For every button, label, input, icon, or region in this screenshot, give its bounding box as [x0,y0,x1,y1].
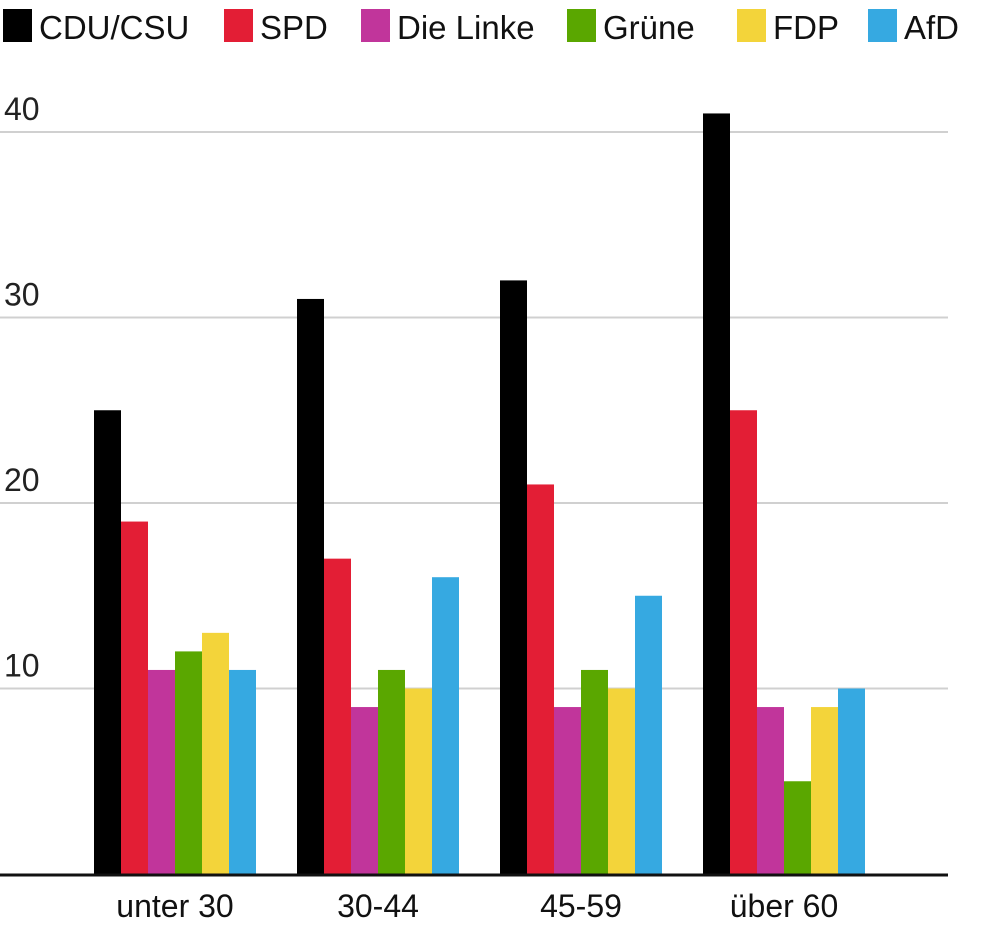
x-category-label-45-59: 45-59 [540,888,622,924]
bar-fdp-unter-30 [202,632,229,874]
bar-fdp-45-59 [608,688,635,874]
legend: CDU/CSU SPD Die Linke Grüne FDP AfD [3,9,959,46]
bar-fdp-30-44 [405,688,432,874]
y-tick-label-20: 20 [4,462,40,498]
legend-swatch-cdu-csu [3,9,32,42]
bar-afd-45-59 [635,595,662,874]
bar-afd-unter-30 [229,669,256,874]
bar-grune-30-44 [378,669,405,874]
legend-swatch-grune [567,9,596,42]
x-category-label-unter-30: unter 30 [116,888,233,924]
bar-cdu-csu-unter-30 [94,410,121,874]
bar-die-linke-30-44 [351,707,378,874]
legend-label-afd: AfD [904,9,959,46]
bar-die-linke-uber-60 [757,707,784,874]
bar-afd-30-44 [432,577,459,874]
gridlines [0,131,948,690]
legend-swatch-fdp [737,9,766,42]
bar-spd-unter-30 [121,521,148,874]
x-axis-categories: unter 30 30-44 45-59 über 60 [116,888,838,924]
legend-label-grune: Grüne [603,9,695,46]
y-tick-label-10: 10 [4,648,40,684]
legend-swatch-spd [224,9,253,42]
x-category-label-uber-60: über 60 [730,888,839,924]
bar-spd-30-44 [324,558,351,874]
bar-grune-unter-30 [175,651,202,874]
bars [94,113,865,874]
bar-grune-uber-60 [784,781,811,874]
legend-swatch-afd [868,9,897,42]
y-axis-ticks: 10 20 30 40 [4,91,40,684]
x-category-label-30-44: 30-44 [337,888,419,924]
bar-cdu-csu-30-44 [297,298,324,874]
legend-label-cdu-csu: CDU/CSU [39,9,189,46]
y-tick-label-30: 30 [4,277,40,313]
legend-label-die-linke: Die Linke [397,9,535,46]
bar-cdu-csu-45-59 [500,280,527,874]
bar-spd-45-59 [527,484,554,874]
legend-swatch-die-linke [361,9,390,42]
bar-cdu-csu-uber-60 [703,113,730,874]
bar-die-linke-45-59 [554,707,581,874]
legend-label-spd: SPD [260,9,328,46]
y-tick-label-40: 40 [4,91,40,127]
bar-spd-uber-60 [730,410,757,874]
legend-label-fdp: FDP [773,9,839,46]
bar-fdp-uber-60 [811,707,838,874]
bar-die-linke-unter-30 [148,669,175,874]
bar-afd-uber-60 [838,688,865,874]
bar-grune-45-59 [581,669,608,874]
